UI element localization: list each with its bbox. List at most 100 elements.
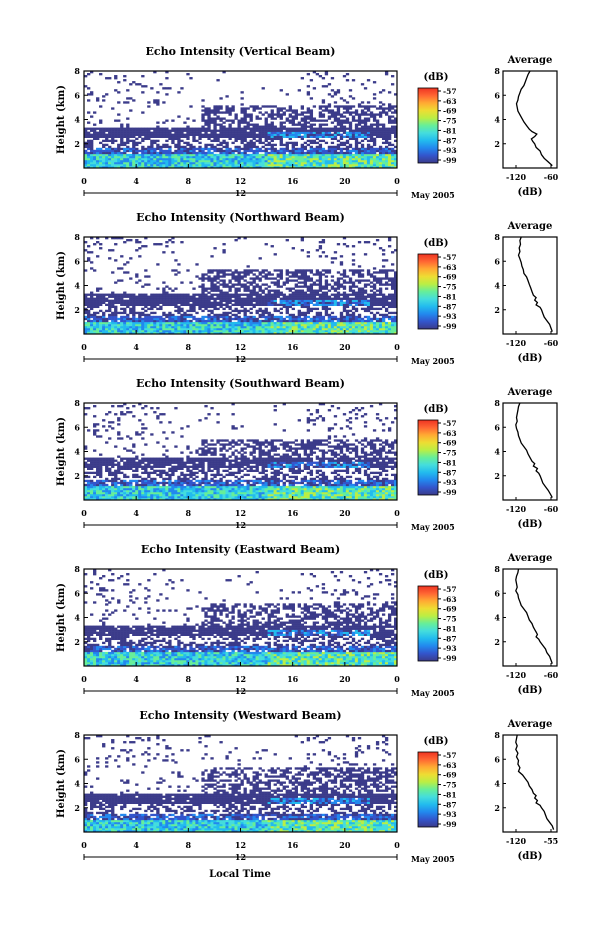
heatmap-cell <box>219 283 223 286</box>
colorbar-tick-label: -87 <box>443 302 457 311</box>
heatmap-cell <box>192 295 196 298</box>
heatmap-cell <box>222 153 226 157</box>
heatmap-cell <box>192 153 196 157</box>
heatmap-cell <box>219 327 223 331</box>
heatmap-cell <box>219 299 223 302</box>
heatmap-cell <box>210 271 214 274</box>
heatmap-cell <box>381 159 386 163</box>
heatmap-cell <box>168 145 172 149</box>
heatmap-cell <box>330 261 335 264</box>
heatmap-cell <box>276 309 280 313</box>
heatmap-cell <box>333 161 338 165</box>
heatmap-cell <box>243 319 247 323</box>
heatmap-cell <box>189 497 193 501</box>
heatmap-cell <box>129 311 133 315</box>
heatmap-cell <box>318 311 323 315</box>
heatmap-cell <box>360 129 365 132</box>
heatmap-cell <box>225 131 229 134</box>
heatmap-cell <box>222 133 226 136</box>
heatmap-cell <box>309 153 314 157</box>
heatmap-cell <box>204 145 208 149</box>
heatmap-cell <box>156 287 160 290</box>
heatmap-cell <box>207 301 211 304</box>
heatmap-cell <box>240 135 244 138</box>
heatmap-cell <box>147 325 151 329</box>
heatmap-cell <box>261 157 265 161</box>
heatmap-cell <box>207 129 211 132</box>
heatmap-cell <box>342 303 347 307</box>
heatmap-cell <box>357 131 362 134</box>
heatmap-cell <box>375 107 380 110</box>
heatmap-cell <box>222 155 226 159</box>
heatmap-cell <box>174 299 178 302</box>
heatmap-cell <box>348 135 353 138</box>
heatmap-cell <box>333 129 338 132</box>
heatmap-cell <box>333 153 338 157</box>
heatmap-cell <box>375 321 380 325</box>
heatmap-cell <box>279 321 283 325</box>
heatmap-cell <box>363 165 368 169</box>
heatmap-cell <box>273 497 277 501</box>
heatmap-cell <box>234 239 238 242</box>
heatmap-cell <box>198 299 202 302</box>
heatmap-cell <box>333 331 338 335</box>
heatmap-cell <box>378 113 383 116</box>
heatmap-cell <box>120 293 124 296</box>
heatmap-cell <box>102 323 106 327</box>
heatmap-cell <box>213 133 217 136</box>
heatmap-cell <box>369 147 374 151</box>
heatmap-cell <box>258 287 262 290</box>
heatmap-cell <box>336 157 341 161</box>
heatmap-cell <box>129 159 133 163</box>
heatmap-cell <box>234 329 238 333</box>
heatmap-cell <box>318 163 323 167</box>
heatmap-cell <box>282 133 286 136</box>
heatmap-cell <box>348 105 353 108</box>
heatmap-cell <box>174 133 178 136</box>
heatmap-cell <box>348 113 353 116</box>
heatmap-cell <box>213 319 217 323</box>
heatmap-cell <box>330 155 335 159</box>
heatmap-cell <box>126 101 130 104</box>
heatmap-cell <box>192 147 196 151</box>
heatmap-cell <box>159 299 163 302</box>
heatmap-cell <box>258 117 262 120</box>
heatmap-cell <box>108 293 112 296</box>
heatmap-cell <box>348 155 353 159</box>
heatmap-cell <box>120 317 124 321</box>
heatmap-cell <box>300 317 304 321</box>
heatmap-cell <box>315 269 320 272</box>
heatmap-cell <box>111 159 115 163</box>
heatmap-cell <box>339 115 344 118</box>
heatmap-cell <box>339 313 344 317</box>
heatmap-cell <box>180 149 184 153</box>
heatmap-cell <box>177 165 181 169</box>
heatmap-cell <box>222 325 226 329</box>
heatmap-cell <box>171 141 175 145</box>
heatmap-cell <box>225 317 229 321</box>
heatmap-cell <box>195 159 199 163</box>
heatmap-cell <box>243 137 247 141</box>
heatmap-cell <box>357 289 362 292</box>
heatmap-cell <box>243 317 247 321</box>
heatmap-cell <box>141 327 145 331</box>
heatmap-cell <box>144 303 148 307</box>
heatmap-cell <box>255 277 259 280</box>
heatmap-cell <box>387 245 392 248</box>
heatmap-cell <box>273 321 277 325</box>
heatmap-cell <box>183 141 187 145</box>
heatmap-cell <box>351 163 356 167</box>
heatmap-cell <box>132 497 136 501</box>
heatmap-cell <box>273 289 277 292</box>
heatmap-cell <box>303 281 308 284</box>
heatmap-cell <box>324 155 329 159</box>
heatmap-cell <box>342 295 347 298</box>
heatmap-cell <box>129 323 133 327</box>
heatmap-cell <box>129 327 133 331</box>
heatmap-cell <box>93 301 97 304</box>
heatmap-cell <box>387 121 392 124</box>
heatmap-cell <box>264 149 268 153</box>
heatmap-cell <box>156 315 160 319</box>
heatmap-cell <box>270 245 274 248</box>
heatmap-cell <box>219 133 223 136</box>
